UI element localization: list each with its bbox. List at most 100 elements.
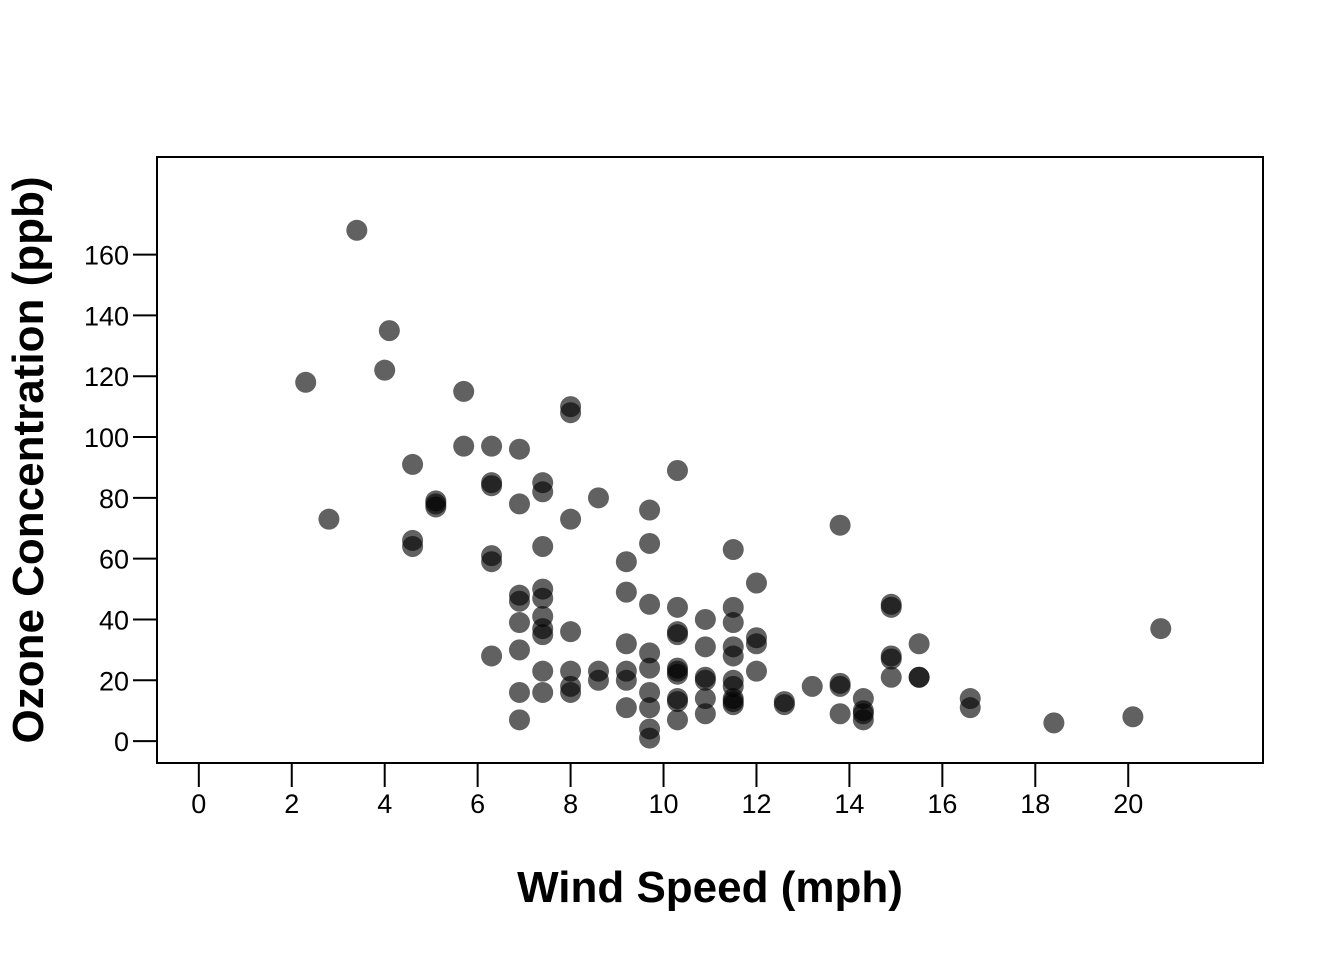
data-point: [722, 645, 744, 667]
data-point: [745, 572, 767, 594]
data-point: [481, 551, 503, 573]
y-tick-label: 120: [84, 362, 129, 392]
data-point: [508, 493, 530, 515]
data-point: [508, 612, 530, 634]
data-point: [425, 496, 447, 518]
data-point: [829, 514, 851, 536]
data-point: [722, 596, 744, 618]
data-point: [378, 320, 400, 342]
data-point: [1150, 618, 1172, 640]
data-point: [694, 608, 716, 630]
data-point: [508, 709, 530, 731]
data-point: [880, 648, 902, 670]
data-point: [615, 633, 637, 655]
x-axis-title: Wind Speed (mph): [517, 863, 903, 912]
data-points: [295, 219, 1172, 749]
data-point: [453, 380, 475, 402]
data-point: [801, 675, 823, 697]
data-point: [481, 475, 503, 497]
data-point: [908, 633, 930, 655]
data-point: [852, 709, 874, 731]
data-point: [908, 666, 930, 688]
data-point: [666, 624, 688, 646]
y-axis-title: Ozone Concentration (ppb): [4, 176, 53, 743]
data-point: [639, 697, 661, 719]
data-point: [374, 359, 396, 381]
data-point: [587, 669, 609, 691]
data-point: [508, 438, 530, 460]
data-point: [639, 642, 661, 664]
data-point: [694, 669, 716, 691]
data-point: [745, 633, 767, 655]
data-point: [880, 596, 902, 618]
data-point: [560, 681, 582, 703]
data-point: [508, 681, 530, 703]
data-point: [639, 727, 661, 749]
data-point: [639, 499, 661, 521]
data-point: [346, 219, 368, 241]
data-point: [295, 371, 317, 393]
data-point: [1043, 712, 1065, 734]
y-axis: 0 20 40 60 80 100 120 140 160: [84, 241, 158, 757]
y-tick-label: 60: [99, 545, 129, 575]
data-point: [666, 459, 688, 481]
x-tick-label: 4: [377, 789, 392, 819]
data-point: [532, 681, 554, 703]
data-point: [666, 663, 688, 685]
x-tick-label: 20: [1113, 789, 1143, 819]
y-tick-label: 20: [99, 666, 129, 696]
data-point: [481, 645, 503, 667]
data-point: [532, 536, 554, 558]
y-tick-label: 80: [99, 484, 129, 514]
data-point: [560, 508, 582, 530]
data-point: [694, 703, 716, 725]
x-tick-label: 16: [927, 789, 957, 819]
data-point: [615, 669, 637, 691]
x-tick-label: 8: [563, 789, 578, 819]
data-point: [1122, 706, 1144, 728]
data-point: [615, 551, 637, 573]
data-point: [722, 694, 744, 716]
data-point: [481, 435, 503, 457]
x-tick-label: 0: [191, 789, 206, 819]
data-point: [694, 688, 716, 710]
data-point: [639, 681, 661, 703]
x-tick-label: 12: [741, 789, 771, 819]
data-point: [666, 596, 688, 618]
data-point: [402, 536, 424, 558]
data-point: [639, 532, 661, 554]
data-point: [453, 435, 475, 457]
data-point: [959, 697, 981, 719]
x-axis: 0 2 4 6 8 10 12 14 16 18 20: [191, 762, 1143, 819]
data-point: [829, 675, 851, 697]
data-point: [560, 621, 582, 643]
data-point: [773, 694, 795, 716]
y-tick-label: 0: [114, 727, 129, 757]
data-point: [532, 587, 554, 609]
x-tick-label: 14: [834, 789, 864, 819]
data-point: [560, 402, 582, 424]
y-tick-label: 40: [99, 605, 129, 635]
data-point: [615, 581, 637, 603]
data-point: [829, 703, 851, 725]
data-point: [532, 624, 554, 646]
data-point: [745, 660, 767, 682]
data-point: [318, 508, 340, 530]
x-tick-label: 2: [284, 789, 299, 819]
y-tick-label: 160: [84, 241, 129, 271]
y-tick-label: 100: [84, 423, 129, 453]
data-point: [615, 697, 637, 719]
data-point: [560, 660, 582, 682]
data-point: [508, 590, 530, 612]
data-point: [639, 593, 661, 615]
data-point: [508, 639, 530, 661]
data-point: [532, 481, 554, 503]
data-point: [532, 660, 554, 682]
data-point: [587, 487, 609, 509]
data-point: [694, 636, 716, 658]
y-tick-label: 140: [84, 301, 129, 331]
data-point: [880, 666, 902, 688]
data-point: [402, 453, 424, 475]
